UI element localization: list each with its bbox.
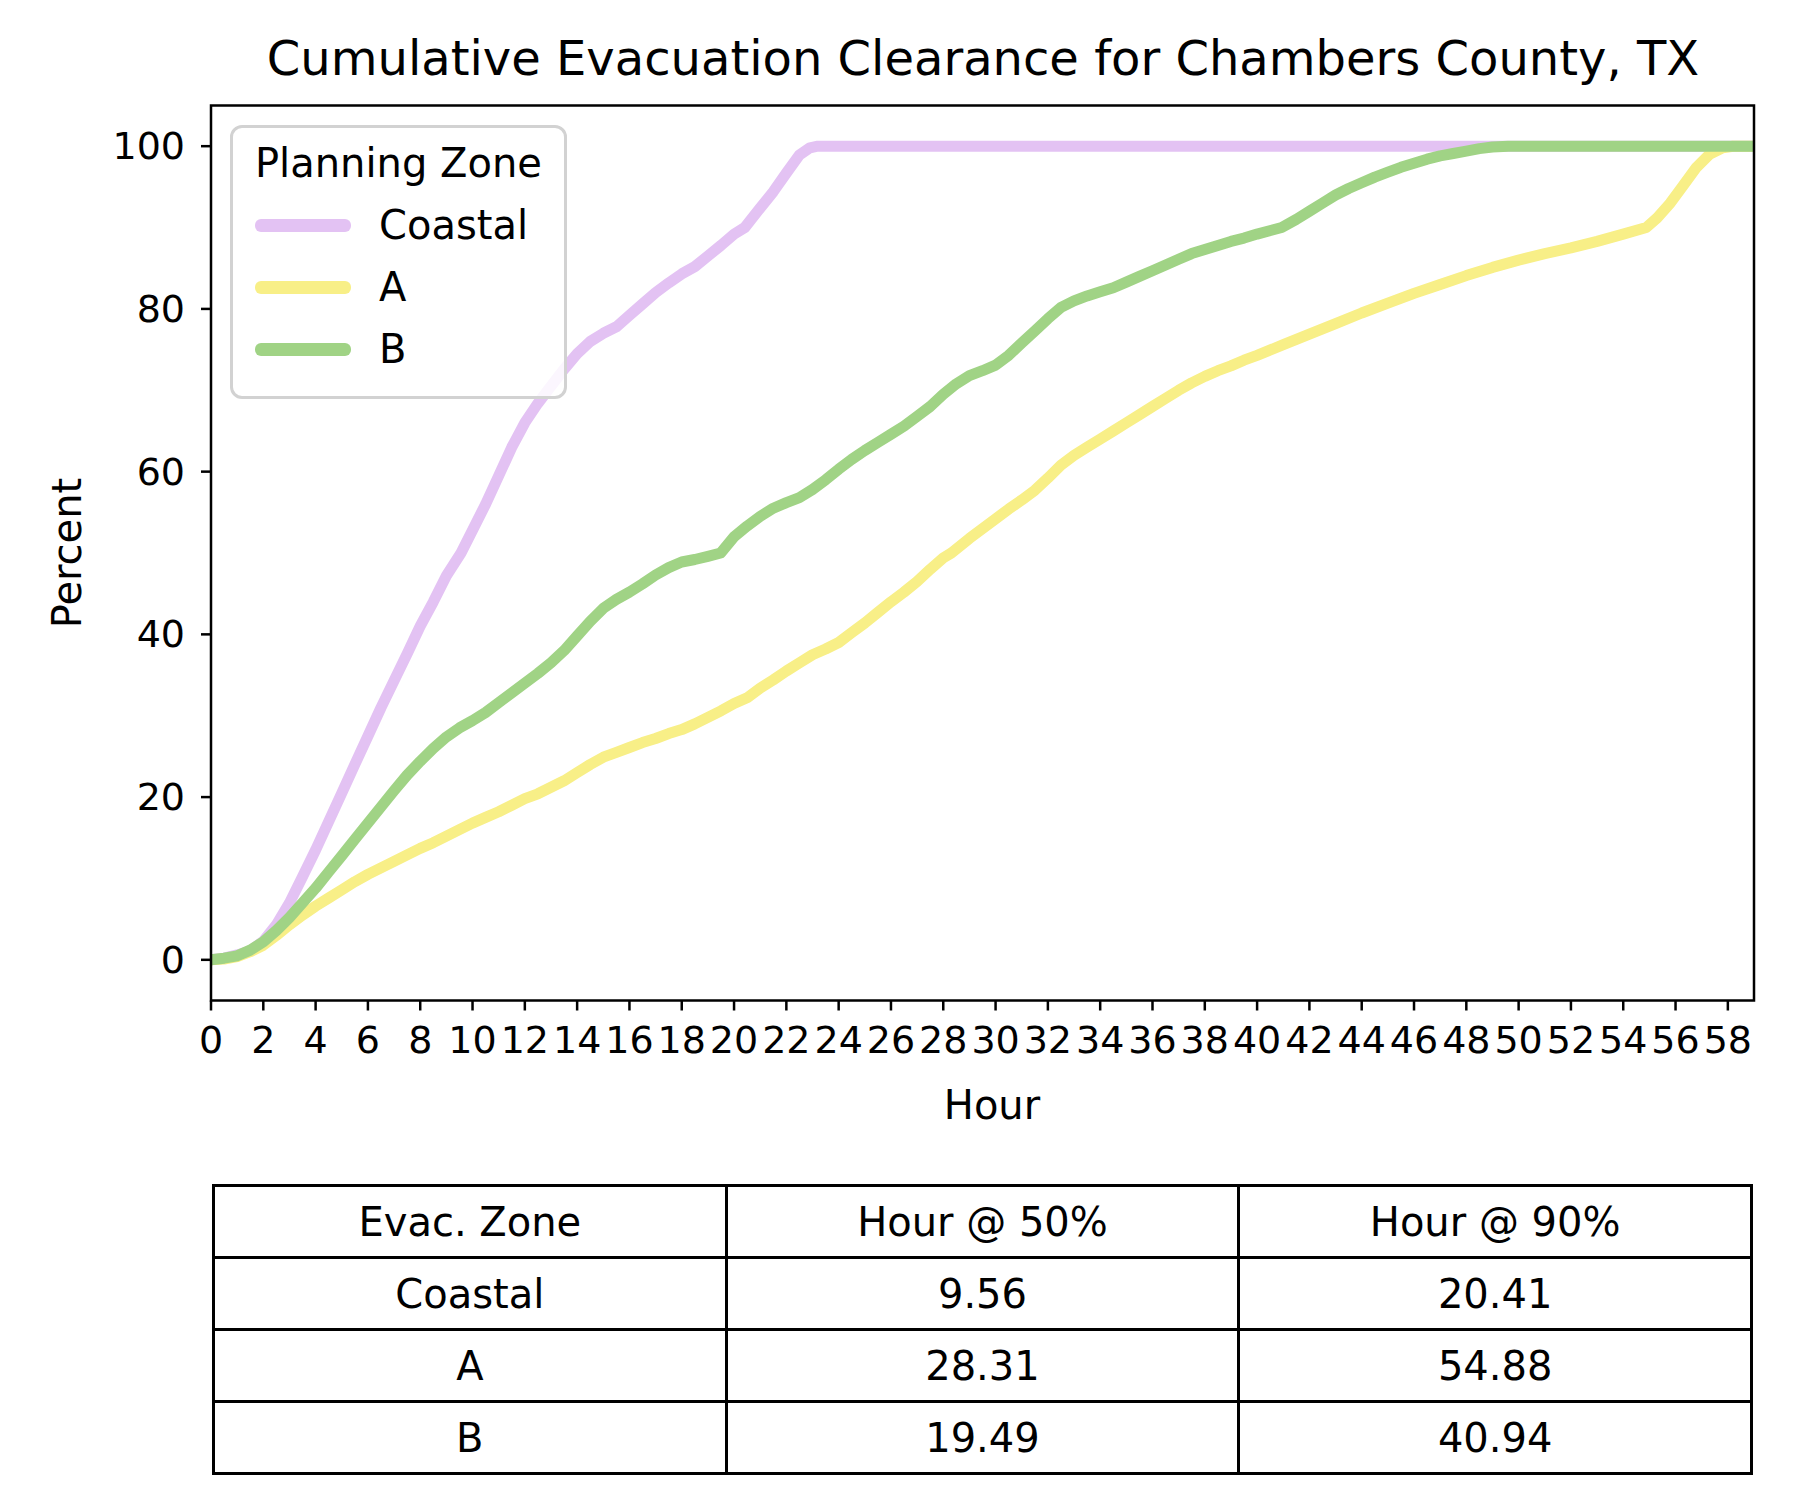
x-tick-label: 48: [1442, 1018, 1490, 1062]
x-tick-label: 58: [1704, 1018, 1752, 1062]
x-tick-label: 24: [814, 1018, 862, 1062]
x-axis-label: Hour: [944, 1082, 1040, 1128]
x-tick-label: 36: [1128, 1018, 1176, 1062]
x-tick-label: 10: [448, 1018, 496, 1062]
table-cell: Coastal: [214, 1258, 727, 1330]
x-tick-label: 6: [356, 1018, 380, 1062]
x-tick-label: 0: [199, 1018, 223, 1062]
table-cell: 28.31: [726, 1330, 1239, 1402]
x-tick-label: 4: [304, 1018, 328, 1062]
table-row: A28.3154.88: [214, 1330, 1752, 1402]
x-tick-label: 12: [501, 1018, 549, 1062]
x-tick-label: 42: [1285, 1018, 1333, 1062]
x-tick-label: 2: [251, 1018, 275, 1062]
x-tick-label: 16: [605, 1018, 653, 1062]
table-cell: A: [214, 1330, 727, 1402]
x-tick-label: 40: [1233, 1018, 1281, 1062]
x-tick-label: 30: [971, 1018, 1019, 1062]
table-cell: B: [214, 1402, 727, 1474]
clearance-table-head: Evac. ZoneHour @ 50%Hour @ 90%: [214, 1186, 1752, 1258]
legend-title: Planning Zone: [255, 140, 546, 186]
legend-item-a: A: [255, 256, 546, 318]
y-tick-label: 40: [137, 612, 185, 656]
y-axis-label: Percent: [44, 478, 90, 629]
legend: Planning Zone Coastal AB: [230, 125, 567, 399]
x-tick-label: 22: [762, 1018, 810, 1062]
y-tick-label: 0: [161, 938, 185, 982]
table-header-row: Evac. ZoneHour @ 50%Hour @ 90%: [214, 1186, 1752, 1258]
x-tick-label: 18: [658, 1018, 706, 1062]
x-tick-label: 52: [1547, 1018, 1595, 1062]
x-tick-label: 46: [1390, 1018, 1438, 1062]
x-tick-label: 54: [1599, 1018, 1647, 1062]
table-header-cell: Hour @ 90%: [1239, 1186, 1752, 1258]
table-cell: 19.49: [726, 1402, 1239, 1474]
legend-swatch-coastal: [255, 219, 351, 232]
x-tick-label: 26: [867, 1018, 915, 1062]
clearance-table: Evac. ZoneHour @ 50%Hour @ 90% Coastal9.…: [212, 1184, 1753, 1475]
x-tick-label: 28: [919, 1018, 967, 1062]
table-row: B19.4940.94: [214, 1402, 1752, 1474]
y-tick-label: 60: [137, 450, 185, 494]
legend-item-coastal: Coastal: [255, 194, 546, 256]
y-tick-label: 100: [112, 124, 185, 168]
x-tick-label: 56: [1651, 1018, 1699, 1062]
table-cell: 20.41: [1239, 1258, 1752, 1330]
x-tick-label: 32: [1024, 1018, 1072, 1062]
legend-label: B: [379, 326, 406, 372]
y-tick-label: 20: [137, 775, 185, 819]
x-tick-label: 50: [1494, 1018, 1542, 1062]
x-tick-label: 34: [1076, 1018, 1124, 1062]
legend-swatch-a: [255, 281, 351, 294]
table-row: Coastal9.5620.41: [214, 1258, 1752, 1330]
table-header-cell: Hour @ 50%: [726, 1186, 1239, 1258]
x-tick-label: 44: [1338, 1018, 1386, 1062]
table-cell: 54.88: [1239, 1330, 1752, 1402]
x-tick-label: 38: [1181, 1018, 1229, 1062]
legend-label: A: [379, 264, 406, 310]
clearance-table-body: Coastal9.5620.41A28.3154.88B19.4940.94: [214, 1258, 1752, 1474]
chart-title: Cumulative Evacuation Clearance for Cham…: [267, 30, 1699, 86]
figure: 0246810121416182022242628303234363840424…: [0, 0, 1800, 1500]
legend-swatch-b: [255, 343, 351, 356]
table-header-cell: Evac. Zone: [214, 1186, 727, 1258]
table-cell: 40.94: [1239, 1402, 1752, 1474]
table-cell: 9.56: [726, 1258, 1239, 1330]
x-tick-label: 14: [553, 1018, 601, 1062]
x-tick-label: 8: [408, 1018, 432, 1062]
legend-label: Coastal: [379, 202, 528, 248]
x-tick-label: 20: [710, 1018, 758, 1062]
legend-items: Coastal AB: [255, 194, 546, 380]
legend-item-b: B: [255, 318, 546, 380]
y-tick-label: 80: [137, 287, 185, 331]
